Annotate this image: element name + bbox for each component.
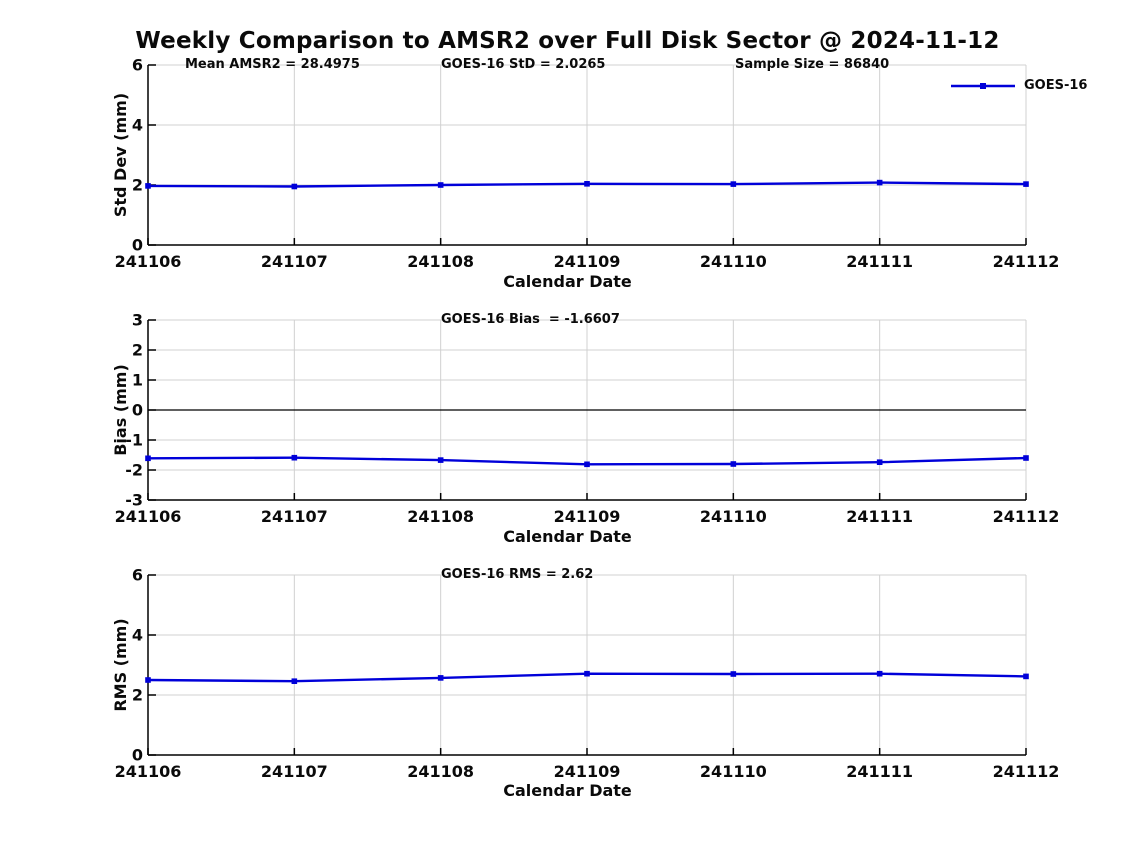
svg-text:6: 6 — [132, 566, 143, 585]
annotation-goes16-std: GOES-16 StD = 2.0265 — [441, 57, 606, 72]
svg-text:1: 1 — [132, 371, 143, 390]
svg-text:0: 0 — [132, 401, 143, 420]
svg-text:241111: 241111 — [846, 252, 913, 271]
svg-text:241107: 241107 — [261, 762, 328, 781]
annotation-sample-size: Sample Size = 86840 — [735, 57, 890, 72]
svg-text:4: 4 — [132, 116, 143, 135]
svg-text:241107: 241107 — [261, 252, 328, 271]
svg-text:6: 6 — [132, 56, 143, 75]
legend: GOES-16 — [950, 77, 1087, 94]
svg-text:241107: 241107 — [261, 507, 328, 526]
svg-text:2: 2 — [132, 341, 143, 360]
rms-x-axis-label: Calendar Date — [503, 781, 632, 800]
annotation-goes16-bias: GOES-16 Bias = -1.6607 — [441, 312, 620, 327]
svg-text:241108: 241108 — [407, 762, 474, 781]
stddev-x-axis-label: Calendar Date — [503, 272, 632, 291]
svg-text:4: 4 — [132, 626, 143, 645]
svg-text:241108: 241108 — [407, 252, 474, 271]
svg-text:241110: 241110 — [700, 762, 767, 781]
svg-text:241109: 241109 — [554, 507, 621, 526]
svg-text:241109: 241109 — [554, 252, 621, 271]
svg-text:241108: 241108 — [407, 507, 474, 526]
svg-text:0: 0 — [132, 746, 143, 765]
svg-text:241110: 241110 — [700, 507, 767, 526]
annotation-goes16-rms: GOES-16 RMS = 2.62 — [441, 567, 594, 582]
svg-text:241106: 241106 — [115, 507, 182, 526]
svg-text:241106: 241106 — [115, 252, 182, 271]
svg-text:241112: 241112 — [993, 252, 1060, 271]
svg-text:-3: -3 — [125, 491, 143, 510]
svg-text:241111: 241111 — [846, 762, 913, 781]
chart-title: Weekly Comparison to AMSR2 over Full Dis… — [135, 28, 1000, 54]
svg-text:-2: -2 — [125, 461, 143, 480]
svg-text:-1: -1 — [125, 431, 143, 450]
svg-text:241109: 241109 — [554, 762, 621, 781]
svg-text:0: 0 — [132, 236, 143, 255]
svg-text:241112: 241112 — [993, 762, 1060, 781]
svg-text:241111: 241111 — [846, 507, 913, 526]
rms-y-axis-label: RMS (mm) — [111, 618, 130, 712]
svg-text:2: 2 — [132, 176, 143, 195]
svg-text:241106: 241106 — [115, 762, 182, 781]
svg-text:241110: 241110 — [700, 252, 767, 271]
legend-line-marker-icon — [951, 82, 1015, 89]
bias-x-axis-label: Calendar Date — [503, 527, 632, 546]
svg-text:3: 3 — [132, 311, 143, 330]
legend-label: GOES-16 — [1024, 78, 1088, 93]
annotation-mean-amsr2: Mean AMSR2 = 28.4975 — [185, 57, 360, 72]
svg-text:241112: 241112 — [993, 507, 1060, 526]
svg-text:2: 2 — [132, 686, 143, 705]
